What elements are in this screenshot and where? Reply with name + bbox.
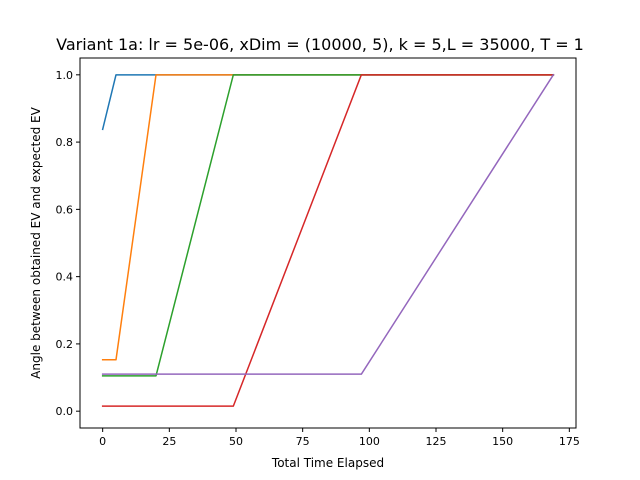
y-tick-label: 0.4 (56, 271, 74, 284)
x-axis: 0 25 50 75 100 125 150 175 (99, 428, 580, 448)
x-tick-label: 150 (492, 435, 513, 448)
x-axis-label: Total Time Elapsed (271, 456, 384, 470)
y-tick-label: 1.0 (56, 69, 74, 82)
y-tick-label: 0.0 (56, 405, 74, 418)
x-tick-label: 0 (99, 435, 106, 448)
y-axis-label: Angle between obtained EV and expected E… (29, 106, 43, 378)
chart-title: Variant 1a: lr = 5e-06, xDim = (10000, 5… (56, 35, 584, 54)
x-tick-label: 125 (426, 435, 447, 448)
x-tick-label: 75 (296, 435, 310, 448)
y-tick-label: 0.6 (56, 203, 74, 216)
x-tick-label: 100 (359, 435, 380, 448)
series-layer (101, 73, 555, 407)
series-line-5 (101, 73, 555, 375)
y-axis: 0.0 0.2 0.4 0.6 0.8 1.0 (56, 69, 80, 418)
plot-frame (79, 57, 577, 429)
x-tick-label: 175 (559, 435, 580, 448)
y-tick-label: 0.2 (56, 338, 74, 351)
series-line-4 (101, 74, 555, 407)
x-tick-label: 50 (229, 435, 243, 448)
y-tick-label: 0.8 (56, 136, 74, 149)
x-tick-label: 25 (162, 435, 176, 448)
